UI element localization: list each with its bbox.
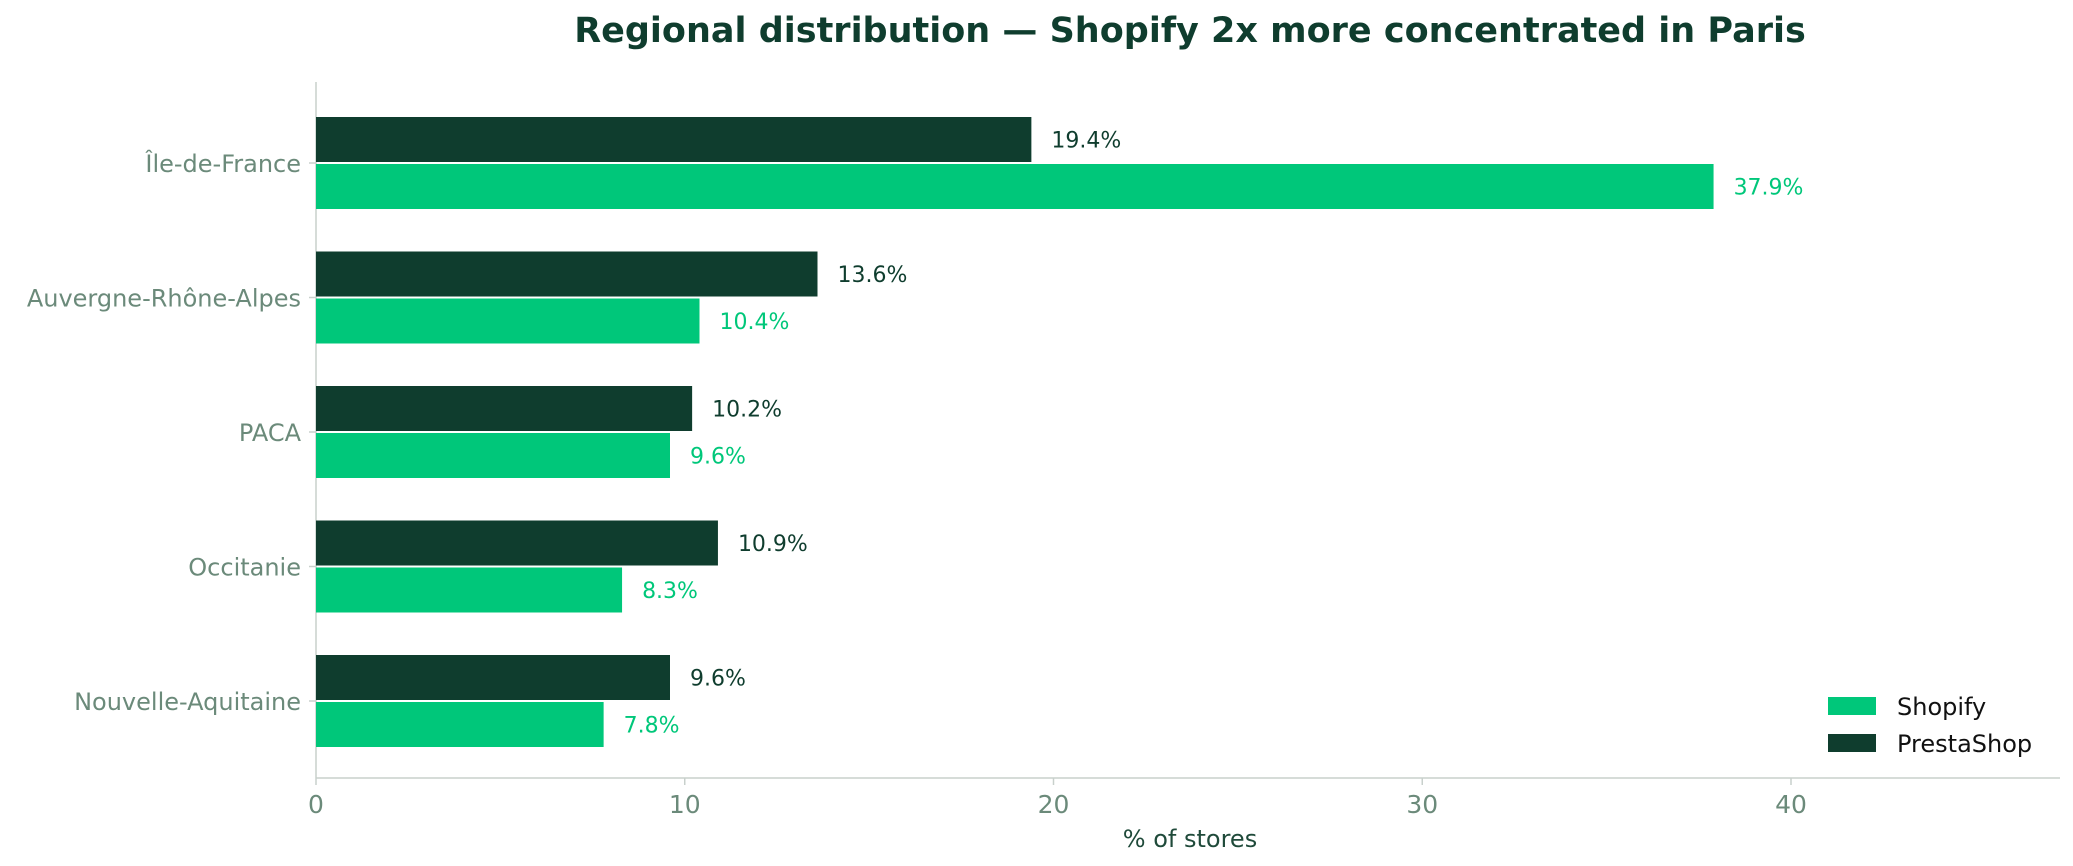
bar-prestashop <box>316 386 693 431</box>
bar-shopify <box>316 164 1714 209</box>
category-labels: Île-de-France Auvergne-Rhône-Alpes PACA Occ… <box>27 149 316 716</box>
category-label: Occitanie <box>188 554 301 582</box>
chart-title: Regional distribution — Shopify 2x more … <box>574 11 1806 51</box>
value-label-shopify: 37.9% <box>1734 176 1804 201</box>
legend-item-prestashop[interactable]: PrestaShop <box>1828 730 2032 758</box>
x-tick-label: 30 <box>1406 790 1438 819</box>
legend-label: Shopify <box>1897 693 1986 721</box>
legend-label: PrestaShop <box>1897 730 2032 758</box>
category-label: Île-de-France <box>144 149 301 178</box>
value-label-prestashop: 10.2% <box>712 398 782 423</box>
x-tick-label: 20 <box>1038 790 1070 819</box>
legend-swatch <box>1828 734 1876 752</box>
value-label-shopify: 7.8% <box>624 714 680 739</box>
category-label: Nouvelle-Aquitaine <box>74 688 301 716</box>
value-label-shopify: 8.3% <box>642 579 698 604</box>
category-label: PACA <box>239 419 302 447</box>
bar-prestashop <box>316 117 1032 162</box>
value-label-prestashop: 13.6% <box>838 263 908 288</box>
bar-shopify <box>316 298 700 344</box>
value-label-prestashop: 9.6% <box>690 667 746 692</box>
x-tick-label: 40 <box>1775 790 1807 819</box>
legend-item-shopify[interactable]: Shopify <box>1828 693 1986 721</box>
legend[interactable]: Shopify PrestaShop <box>1828 693 2032 758</box>
bar-shopify <box>316 567 623 613</box>
value-label-shopify: 10.4% <box>720 310 790 335</box>
value-labels: 19.4% 37.9% 13.6% 10.4% 10.2% 9.6% 10.9% 8.3% 9.… <box>624 129 1804 739</box>
x-axis-ticks: 0 10 20 30 40 <box>308 778 1807 819</box>
category-label: Auvergne-Rhône-Alpes <box>27 285 301 313</box>
x-axis-label: % of stores <box>1123 825 1257 853</box>
x-tick-label: 0 <box>308 790 324 819</box>
x-tick-label: 10 <box>669 790 701 819</box>
bar-shopify <box>316 702 604 747</box>
value-label-shopify: 9.6% <box>690 445 746 470</box>
bars <box>316 117 1714 747</box>
bar-prestashop <box>316 520 718 566</box>
value-label-prestashop: 10.9% <box>738 532 808 557</box>
bar-prestashop <box>316 251 818 297</box>
legend-swatch <box>1828 697 1876 715</box>
bar-prestashop <box>316 655 670 700</box>
bar-shopify <box>316 433 670 478</box>
value-label-prestashop: 19.4% <box>1051 129 1121 154</box>
